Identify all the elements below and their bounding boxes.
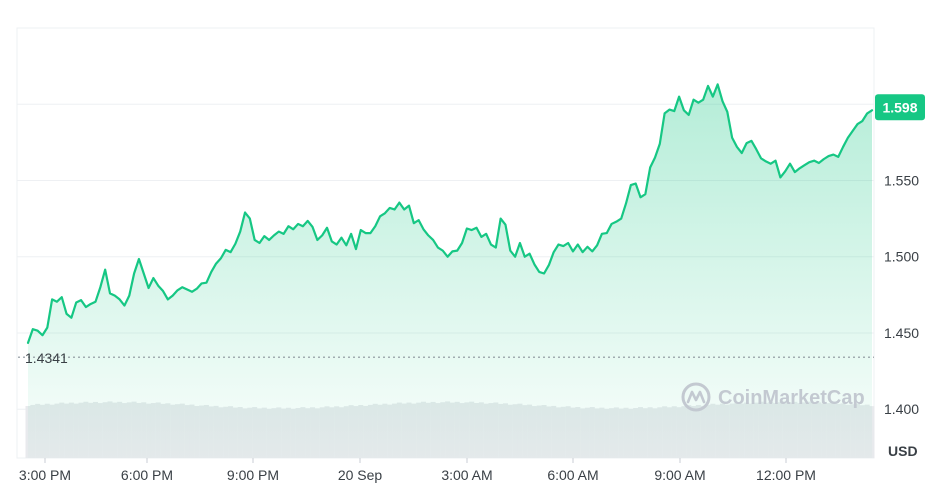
x-tick-label: 20 Sep: [338, 467, 383, 483]
open-price-label: 1.4341: [25, 350, 68, 366]
price-area-fill: [28, 84, 872, 459]
x-tick-label: 3:00 AM: [441, 467, 492, 483]
x-tick-label: 12:00 PM: [756, 467, 816, 483]
y-tick-label: 1.450: [884, 325, 919, 341]
currency-unit: USD: [888, 443, 918, 459]
current-price-tag-bg: [875, 94, 925, 121]
price-line: [26, 83, 874, 344]
current-price-label: 1.598: [882, 99, 917, 115]
x-tick-label: 6:00 PM: [121, 467, 173, 483]
watermark-text: CoinMarketCap: [718, 387, 865, 409]
x-axis-ticks: 3:00 PM 6:00 PM 9:00 PM 20 Sep 3:00 AM 6:00 A…: [19, 458, 816, 483]
x-tick-label: 9:00 PM: [227, 467, 279, 483]
y-tick-label: 1.500: [884, 249, 919, 265]
y-tick-label: 1.550: [884, 172, 919, 188]
x-tick-label: 9:00 AM: [654, 467, 705, 483]
y-axis-ticks: 1.400 1.450 1.500 1.550: [884, 172, 919, 417]
y-tick-label: 1.400: [884, 401, 919, 417]
coinmarketcap-icon: [681, 382, 711, 412]
watermark-logo: CoinMarketCap: [681, 382, 865, 412]
x-tick-label: 3:00 PM: [19, 467, 71, 483]
current-price-tag: 1.598: [875, 94, 925, 121]
x-tick-label: 6:00 AM: [547, 467, 598, 483]
